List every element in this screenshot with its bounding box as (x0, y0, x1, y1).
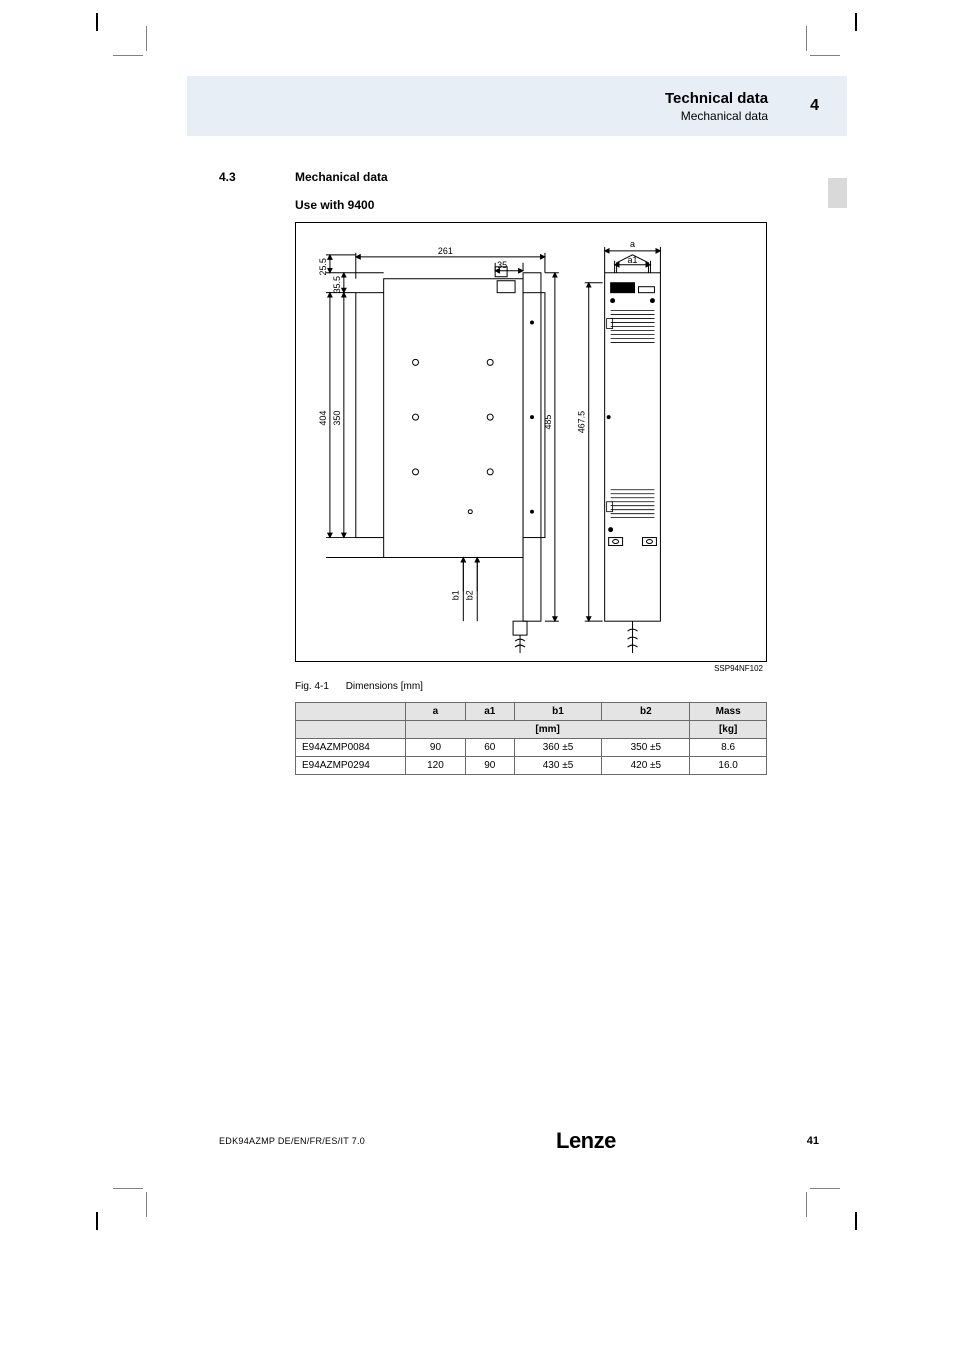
figure-caption-text: Dimensions [mm] (346, 681, 423, 692)
table-row: E94AZMP0294 120 90 430 ±5 420 ±5 16.0 (296, 757, 767, 775)
section-title: Mechanical data (295, 170, 388, 184)
dim-350: 350 (332, 411, 342, 426)
section-number: 4.3 (219, 170, 295, 184)
header-subtitle: Mechanical data (665, 109, 768, 123)
crop-mark (146, 26, 147, 51)
dim-485: 485 (543, 415, 553, 430)
figure-caption: Fig. 4-1 Dimensions [mm] (295, 681, 819, 692)
dim-a1: a1 (628, 255, 638, 265)
table-header-row: a a1 b1 b2 Mass (296, 703, 767, 721)
cell: 16.0 (690, 757, 767, 775)
table-unit-row: [mm] [kg] (296, 721, 767, 739)
crop-mark (810, 55, 840, 56)
crop-mark (806, 26, 807, 51)
cell: 430 ±5 (514, 757, 602, 775)
col-mass: Mass (690, 703, 767, 721)
page-header: Technical data Mechanical data 4 (187, 76, 847, 136)
cell: 420 ±5 (602, 757, 690, 775)
cell: 360 ±5 (514, 739, 602, 757)
row-name: E94AZMP0084 (296, 739, 406, 757)
unit-mm: [mm] (406, 721, 690, 739)
edge-tick (855, 13, 857, 31)
cell: 8.6 (690, 739, 767, 757)
col-b2: b2 (602, 703, 690, 721)
dim-35-5: 35.5 (332, 276, 342, 293)
dim-25-5: 25.5 (318, 258, 328, 275)
table-row: E94AZMP0084 90 60 360 ±5 350 ±5 8.6 (296, 739, 767, 757)
crop-mark (806, 1192, 807, 1217)
footer-page-number: 41 (807, 1135, 819, 1147)
col-b1: b1 (514, 703, 602, 721)
col-a: a (406, 703, 466, 721)
crop-mark (113, 1188, 143, 1189)
figure-code: SSP94NF102 (295, 662, 767, 673)
dim-a: a (630, 239, 635, 249)
edge-tick (96, 13, 98, 31)
footer-doc-id: EDK94AZMP DE/EN/FR/ES/IT 7.0 (219, 1136, 365, 1146)
footer-logo: Lenze (556, 1128, 616, 1154)
edge-tick (855, 1212, 857, 1230)
crop-mark (113, 55, 143, 56)
col-a1: a1 (465, 703, 514, 721)
page-footer: EDK94AZMP DE/EN/FR/ES/IT 7.0 Lenze 41 (219, 1128, 819, 1154)
dim-b1: b1 (450, 590, 460, 600)
dim-467-5: 467.5 (577, 411, 587, 433)
dim-b2: b2 (464, 590, 474, 600)
side-tab (828, 178, 847, 208)
cell: 90 (465, 757, 514, 775)
dim-35: 35 (497, 260, 507, 270)
header-title: Technical data (665, 90, 768, 107)
crop-mark (810, 1188, 840, 1189)
edge-tick (96, 1212, 98, 1230)
crop-mark (146, 1192, 147, 1217)
cell: 90 (406, 739, 466, 757)
dimension-figure: 261 35 25.5 35.5 404 350 485 467.5 b1 b2… (295, 222, 767, 662)
cell: 120 (406, 757, 466, 775)
dimensions-table: a a1 b1 b2 Mass [mm] [kg] E94AZMP0084 90… (295, 702, 767, 775)
cell: 60 (465, 739, 514, 757)
row-name: E94AZMP0294 (296, 757, 406, 775)
dim-261: 261 (438, 246, 453, 256)
unit-kg: [kg] (690, 721, 767, 739)
cell: 350 ±5 (602, 739, 690, 757)
dim-404: 404 (318, 411, 328, 426)
chapter-number: 4 (810, 97, 819, 115)
figure-label: Fig. 4-1 (295, 681, 329, 692)
section-subhead: Use with 9400 (295, 198, 819, 212)
